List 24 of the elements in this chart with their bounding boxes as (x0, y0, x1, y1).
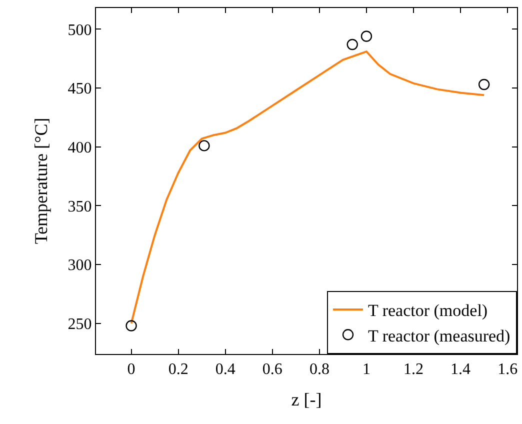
point (478, 78, 490, 90)
x-tick-label: 1 (362, 361, 370, 378)
y-tick-label: 450 (68, 80, 92, 98)
x-tick-label: 0.4 (215, 361, 236, 378)
y-tick-label: 300 (68, 257, 92, 274)
point (198, 140, 210, 152)
y-tick-label: 350 (68, 198, 92, 216)
x-tick-label: 1.4 (450, 361, 471, 378)
x-tick-label: 0.2 (168, 361, 188, 378)
point (126, 320, 137, 332)
y-tick-label: 400 (68, 139, 92, 156)
point (346, 38, 358, 50)
y-axis-title: Temperature [°C] (31, 118, 51, 244)
x-tick-label: 0.6 (262, 361, 282, 378)
x-axis-title: z [-] (291, 389, 322, 410)
x-tick-label: 0.8 (309, 361, 330, 378)
point (360, 30, 372, 42)
y-tick-label: 250 (68, 316, 92, 333)
legend-label: T reactor (model) (368, 301, 488, 320)
x-tick-label: 1.2 (404, 361, 424, 378)
x-tick-label: 0 (127, 361, 136, 378)
legend-label: T reactor (measured) (368, 326, 510, 346)
x-tick-label: 1.6 (498, 361, 518, 378)
y-tick-label: 500 (68, 22, 92, 39)
